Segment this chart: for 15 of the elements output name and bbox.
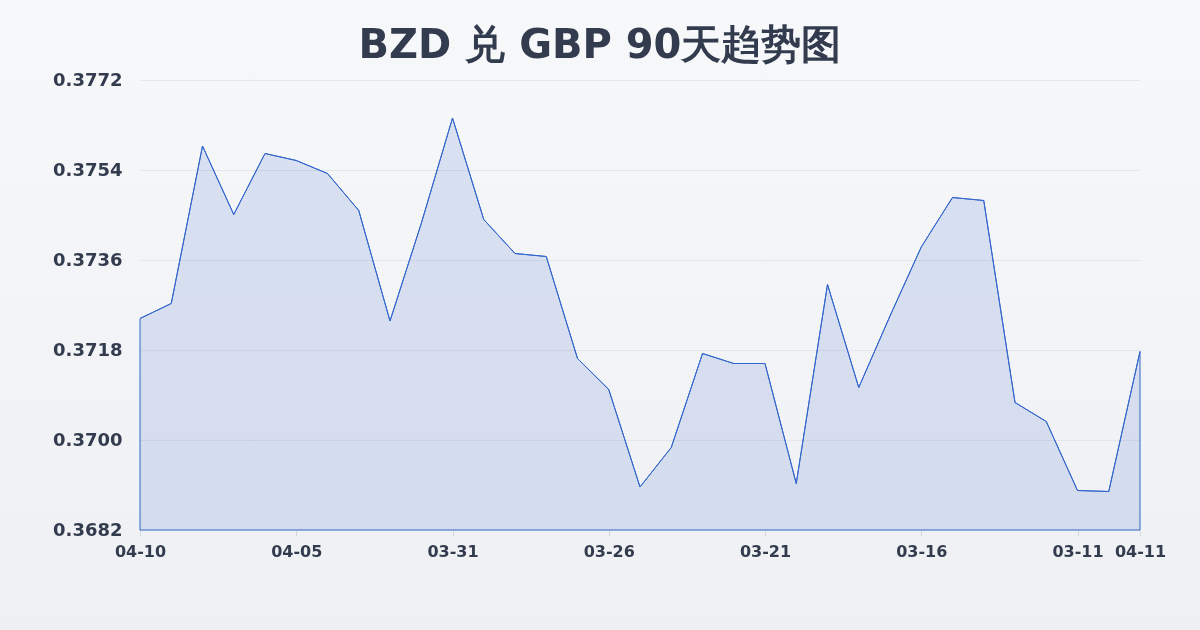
y-tick-label: 0.3772 bbox=[53, 68, 123, 90]
x-tick-label: 03-31 bbox=[427, 541, 479, 561]
x-tick-label: 04-11 bbox=[1114, 541, 1167, 561]
y-tick-label: 0.3736 bbox=[53, 248, 123, 270]
y-tick-label: 0.3754 bbox=[53, 158, 123, 180]
y-tick-label: 0.3682 bbox=[53, 518, 123, 540]
x-tick-label: 03-26 bbox=[583, 541, 635, 561]
x-tick-label: 03-16 bbox=[896, 541, 948, 561]
x-tick-label: 03-11 bbox=[1052, 541, 1104, 561]
x-tick-label: 04-05 bbox=[271, 541, 323, 561]
y-tick-label: 0.3718 bbox=[53, 338, 123, 360]
x-tick-label: 03-21 bbox=[739, 541, 792, 561]
chart-title: BZD 兑 GBP 90天趋势图 bbox=[358, 21, 842, 67]
x-tick-label: 04-10 bbox=[114, 541, 167, 561]
y-tick-label: 0.3700 bbox=[53, 428, 123, 450]
